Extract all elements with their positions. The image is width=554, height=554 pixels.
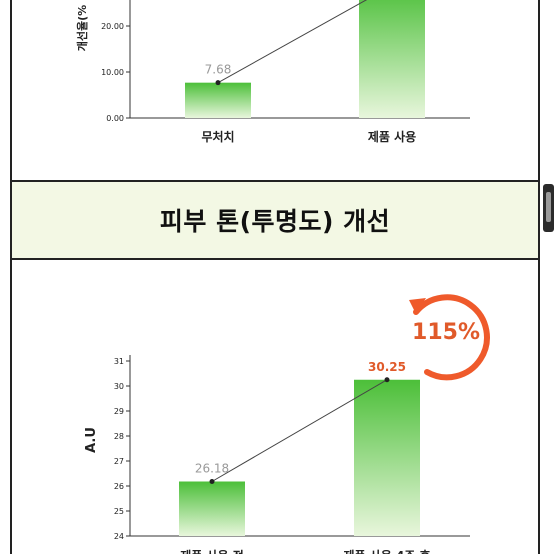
bottom-chart-panel [10, 258, 540, 554]
top-chart-panel [10, 0, 540, 180]
section-banner: 피부 톤(투명도) 개선 [10, 180, 540, 260]
section-title: 피부 톤(투명도) 개선 [159, 207, 391, 236]
scrollbar[interactable] [543, 184, 554, 232]
scrollbar-thumb[interactable] [546, 192, 551, 222]
